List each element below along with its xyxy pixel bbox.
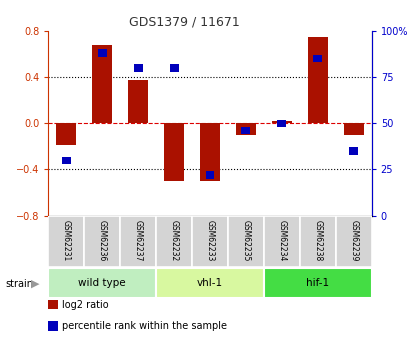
Text: GSM62238: GSM62238 xyxy=(313,220,322,262)
Bar xyxy=(336,216,372,267)
Bar xyxy=(128,79,148,124)
Text: wild type: wild type xyxy=(79,278,126,288)
Bar xyxy=(192,216,228,267)
Bar xyxy=(272,121,292,124)
Text: hif-1: hif-1 xyxy=(306,278,329,288)
Text: log2 ratio: log2 ratio xyxy=(62,300,109,309)
Bar xyxy=(98,49,107,57)
Text: GSM62235: GSM62235 xyxy=(241,220,250,262)
Bar xyxy=(200,124,220,181)
Text: GSM62239: GSM62239 xyxy=(349,220,358,262)
Text: GSM62232: GSM62232 xyxy=(170,220,178,262)
Bar xyxy=(48,268,156,298)
Bar xyxy=(313,55,322,62)
Bar xyxy=(164,124,184,181)
Text: GSM62236: GSM62236 xyxy=(98,220,107,262)
Bar xyxy=(241,127,250,135)
Bar xyxy=(134,64,143,72)
Text: GSM62233: GSM62233 xyxy=(205,220,215,262)
Text: strain: strain xyxy=(5,279,34,288)
Text: GSM62237: GSM62237 xyxy=(134,220,143,262)
Bar xyxy=(48,216,84,267)
Bar xyxy=(264,268,372,298)
Bar xyxy=(277,120,286,127)
Bar xyxy=(344,124,364,135)
Bar xyxy=(84,216,120,267)
Bar xyxy=(236,124,256,135)
Bar xyxy=(349,147,358,155)
Text: GSM62234: GSM62234 xyxy=(277,220,286,262)
Text: percentile rank within the sample: percentile rank within the sample xyxy=(62,322,227,331)
Bar xyxy=(264,216,300,267)
Text: GSM62231: GSM62231 xyxy=(62,220,71,262)
Text: ▶: ▶ xyxy=(31,279,39,288)
Bar xyxy=(120,216,156,267)
Bar xyxy=(156,216,192,267)
Bar xyxy=(300,216,336,267)
Bar xyxy=(205,171,215,179)
Bar xyxy=(308,37,328,124)
Bar xyxy=(228,216,264,267)
Bar xyxy=(92,45,112,124)
Text: GDS1379 / 11671: GDS1379 / 11671 xyxy=(129,16,240,29)
Bar xyxy=(56,124,76,145)
Bar xyxy=(170,64,178,72)
Bar xyxy=(62,157,71,164)
Text: vhl-1: vhl-1 xyxy=(197,278,223,288)
Bar xyxy=(156,268,264,298)
